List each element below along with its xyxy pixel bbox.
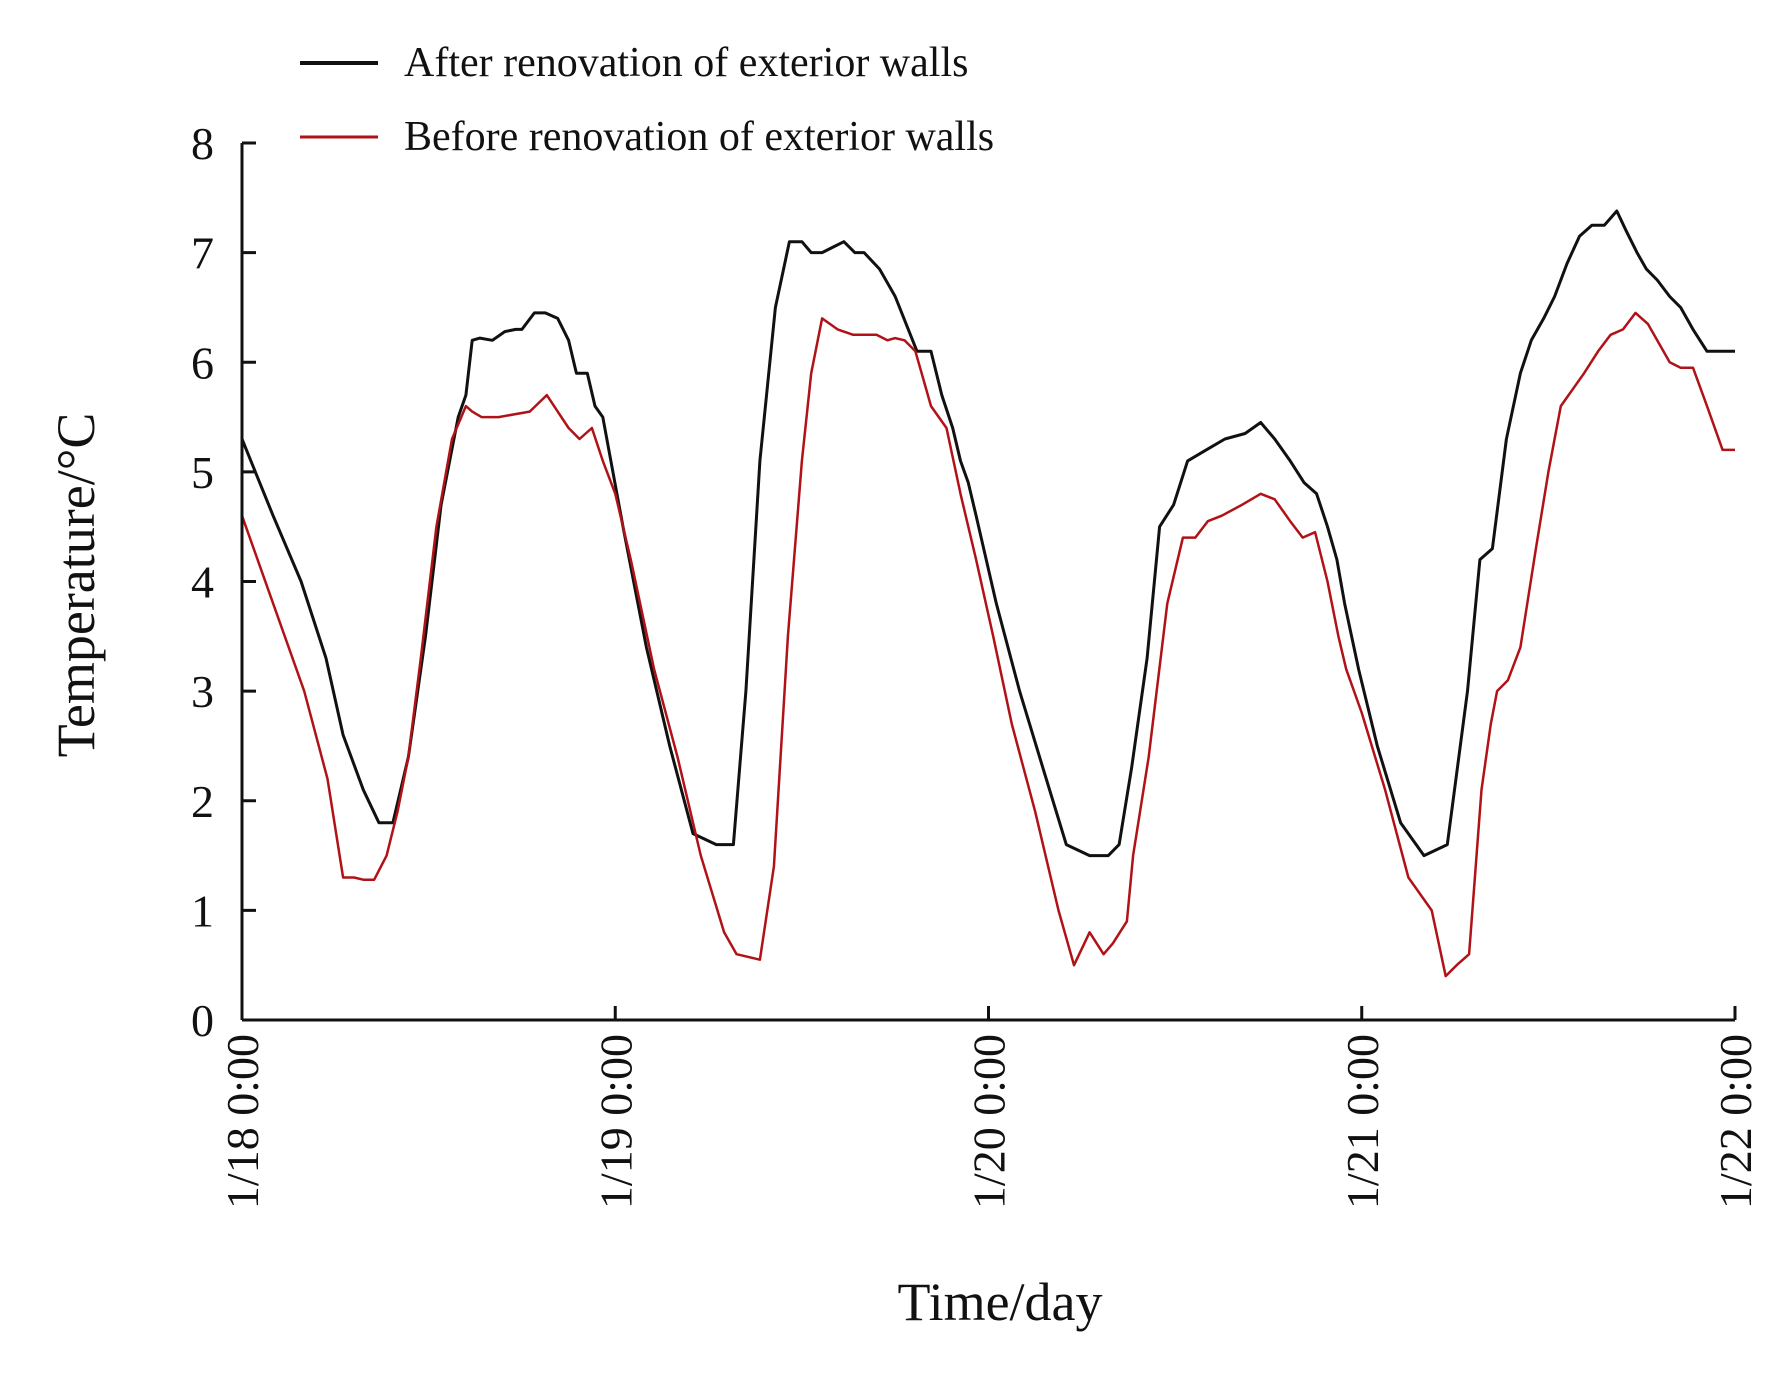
y-tick-label: 2 (191, 776, 214, 827)
x-tick-label: 1/21 0:00 (1337, 1034, 1388, 1209)
y-tick-label: 7 (191, 228, 214, 279)
plot-lines (240, 209, 1735, 978)
series-line-before (240, 311, 1735, 978)
x-ticks: 1/18 0:00 1/19 0:00 1/20 0:00 1/21 0:00 1/22… (217, 1006, 1761, 1209)
series-line-after (240, 209, 1735, 858)
x-tick-label: 1/18 0:00 (217, 1034, 268, 1209)
legend-label-before: Before renovation of exterior walls (404, 114, 994, 160)
y-axis-title: Temperature/°C (46, 413, 106, 758)
y-tick-label: 0 (191, 995, 214, 1046)
x-tick-label: 1/20 0:00 (964, 1034, 1015, 1209)
x-tick-label: 1/22 0:00 (1710, 1034, 1761, 1209)
legend-item-after: After renovation of exterior walls (300, 40, 968, 86)
y-tick-label: 6 (191, 337, 214, 388)
y-tick-label: 4 (191, 557, 214, 608)
x-tick-label: 1/19 0:00 (590, 1034, 641, 1209)
legend-label-after: After renovation of exterior walls (404, 40, 968, 86)
y-ticks: 0 1 2 3 4 5 6 7 8 (191, 118, 256, 1046)
legend: After renovation of exterior walls Befor… (300, 40, 994, 160)
legend-item-before: Before renovation of exterior walls (300, 114, 994, 160)
y-tick-label: 8 (191, 118, 214, 169)
x-axis-title: Time/day (897, 1272, 1102, 1332)
y-tick-label: 3 (191, 666, 214, 717)
axes (240, 143, 1735, 1022)
y-tick-label: 5 (191, 447, 214, 498)
y-tick-label: 1 (191, 885, 214, 936)
